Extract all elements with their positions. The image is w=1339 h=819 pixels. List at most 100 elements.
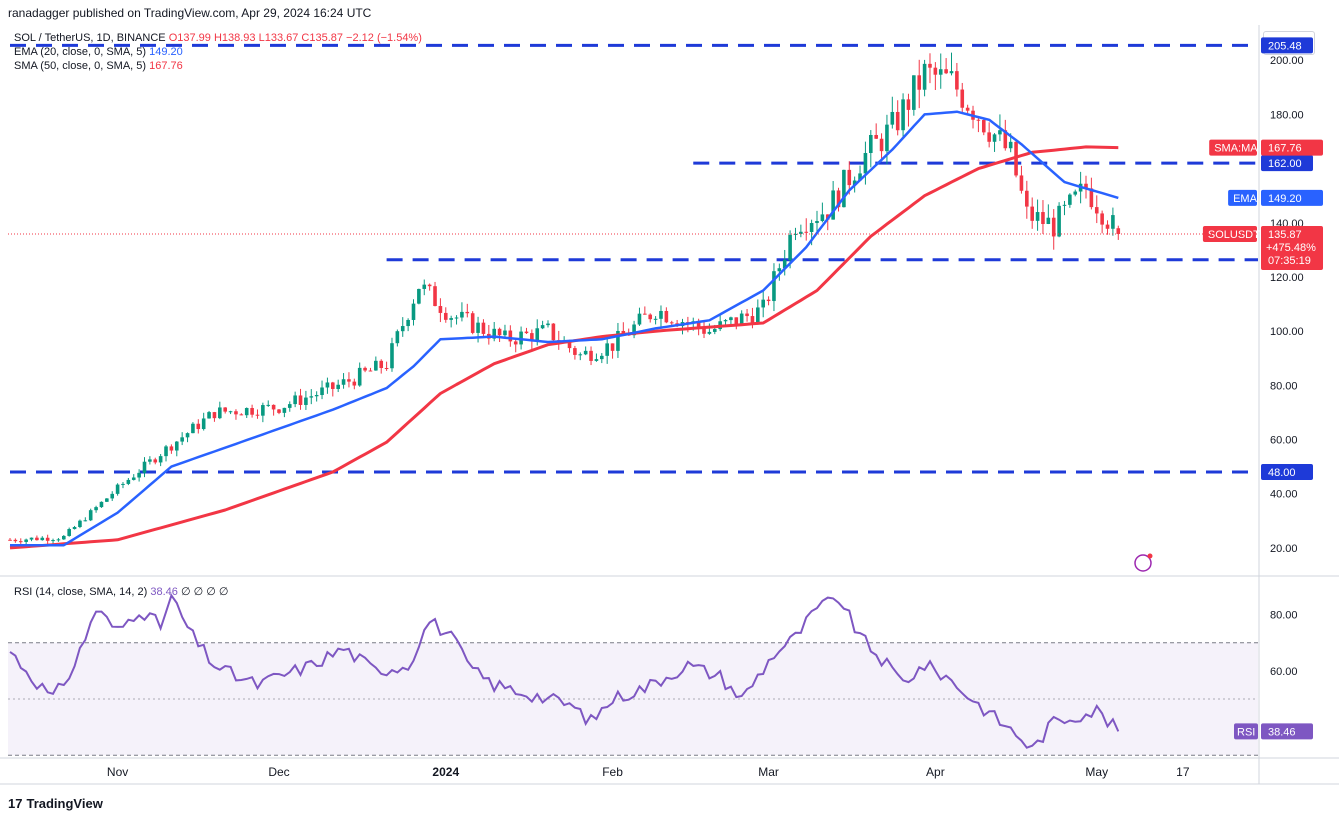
- candle-body: [981, 120, 986, 133]
- ema-20-line: [10, 110, 1119, 547]
- candle-body: [492, 328, 496, 339]
- candle-body: [438, 306, 443, 313]
- badge-value-bg: [1261, 139, 1323, 156]
- candle-body: [664, 310, 669, 323]
- rsi-label: RSI (14, close, SMA, 14, 2): [14, 586, 148, 598]
- candle-body: [67, 529, 71, 536]
- candle-body: [223, 407, 227, 412]
- rsi-extra: ∅ ∅ ∅ ∅: [180, 586, 229, 598]
- candle-body: [126, 479, 131, 484]
- candle-body: [121, 483, 125, 485]
- candle-body: [110, 493, 115, 499]
- candle-body: [944, 69, 948, 74]
- candle-body: [621, 330, 626, 335]
- rsi-legend[interactable]: RSI (14, close, SMA, 14, 2) 38.46 ∅ ∅ ∅ …: [14, 585, 228, 598]
- candle-body: [562, 341, 566, 343]
- price-tick-label: 40.00: [1270, 489, 1298, 501]
- candle-body: [218, 407, 222, 419]
- level-badge: [1261, 251, 1313, 268]
- candle-body: [45, 537, 50, 541]
- candle-body: [922, 63, 927, 90]
- candle-body: [734, 317, 739, 325]
- ohlc-values: O137.99 H138.93 L133.67 C135.87 −2.12 (−…: [168, 32, 422, 44]
- candle-body: [357, 367, 362, 386]
- level-badge-text: 48.00: [1268, 467, 1296, 479]
- badge-value: 135.87: [1268, 229, 1302, 241]
- price-axis[interactable]: 20.00 40.00 60.00 80.00 100.00 120.00 140.00 18…: [1270, 55, 1304, 678]
- time-axis[interactable]: Nov Dec 2024 Feb Mar Apr May 17: [107, 765, 1190, 779]
- candle-body: [314, 395, 319, 397]
- candle-body: [1094, 207, 1099, 214]
- candle-body: [535, 328, 540, 342]
- candle-body: [739, 313, 744, 325]
- time-tick-label: May: [1085, 765, 1108, 779]
- rsi-name-bg: [1234, 723, 1258, 740]
- badge-name-bg: [1228, 189, 1257, 206]
- rsi-name: RSI: [1237, 726, 1255, 738]
- candle-body: [761, 299, 765, 308]
- candle-body: [1051, 217, 1056, 237]
- candle-body: [35, 537, 39, 541]
- candle-body: [745, 313, 749, 317]
- candle-body: [933, 67, 938, 75]
- time-tick-label: Mar: [758, 765, 779, 779]
- candle-body: [56, 539, 61, 541]
- candle-body: [718, 321, 722, 330]
- sma-label: SMA (50, close, 0, SMA, 5): [14, 60, 147, 72]
- candle-body: [51, 540, 55, 542]
- candle-body: [422, 284, 427, 289]
- badge-timer: 07:35:19: [1268, 255, 1311, 267]
- level-badge: [1261, 155, 1313, 172]
- candle-body: [1008, 141, 1013, 149]
- badge-value: 167.76: [1268, 143, 1302, 155]
- candle-body: [987, 132, 991, 142]
- sma-legend[interactable]: SMA (50, close, 0, SMA, 5) 167.76: [14, 60, 183, 72]
- candle-body: [578, 354, 583, 356]
- candle-body: [277, 409, 281, 413]
- candle-body: [443, 312, 448, 320]
- rsi-line: [9, 593, 1120, 749]
- candle-body: [879, 138, 884, 152]
- sma-line: [9, 145, 1119, 550]
- candle-body: [411, 303, 416, 320]
- candle-body: [605, 343, 609, 356]
- candle-body: [454, 317, 459, 319]
- symbol-name[interactable]: SOL / TetherUS, 1D, BINANCE: [14, 32, 166, 44]
- candle-body: [530, 333, 534, 342]
- sma-legend-value: 167.76: [149, 60, 183, 72]
- candle-body: [863, 152, 868, 174]
- candle-body: [766, 299, 771, 302]
- candle-body: [18, 541, 23, 543]
- rsi-value-bg: [1261, 723, 1313, 740]
- candle-body: [395, 331, 400, 344]
- candle-body: [648, 314, 653, 320]
- lightning-icon: [1134, 554, 1152, 572]
- candle-body: [874, 134, 878, 139]
- ema-legend[interactable]: EMA (20, close, 0, SMA, 5) 149.20: [14, 46, 183, 58]
- candle-body: [1003, 130, 1008, 149]
- candle-body: [793, 233, 798, 235]
- candle-body: [72, 527, 77, 530]
- badge-name-bg: [1209, 139, 1257, 156]
- candle-body: [869, 134, 873, 153]
- candle-body: [390, 343, 394, 369]
- candle-body: [777, 268, 782, 272]
- candle-body: [293, 395, 297, 405]
- time-tick-label: Nov: [107, 765, 128, 779]
- candle-body: [788, 234, 792, 261]
- symbol-legend: SOL / TetherUS, 1D, BINANCE O137.99 H138…: [14, 32, 422, 44]
- candle-body: [336, 384, 340, 389]
- level-badge-text: 162.00: [1268, 158, 1302, 170]
- candle-body: [895, 111, 900, 131]
- candle-body: [62, 535, 66, 540]
- rsi-14-line: [9, 593, 1120, 749]
- candle-body: [271, 404, 276, 410]
- candle-body: [320, 387, 324, 396]
- currency-selector[interactable]: USDT: [1263, 31, 1315, 55]
- ema-line: [10, 110, 1119, 547]
- candle-body: [331, 382, 335, 389]
- candle-body: [600, 355, 604, 360]
- candle-body: [201, 418, 206, 430]
- candle-body: [341, 379, 346, 385]
